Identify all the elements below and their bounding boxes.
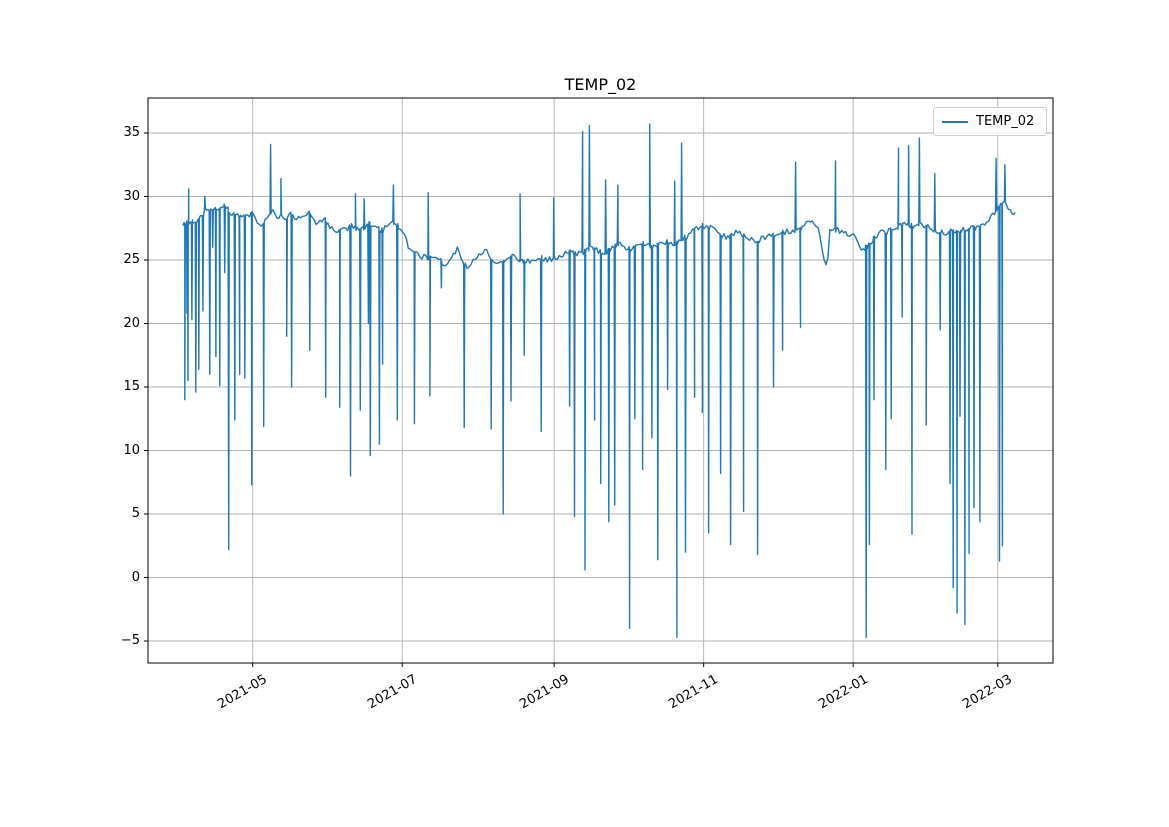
chart-title: TEMP_02	[564, 75, 637, 94]
y-tick-label: 15	[123, 379, 140, 394]
y-tick-label: 30	[123, 188, 140, 204]
y-tick-label: 20	[123, 315, 140, 331]
y-tick-label: 25	[123, 252, 140, 267]
y-tick-label: 5	[131, 506, 140, 521]
y-tick-label: 0	[131, 569, 140, 585]
legend: TEMP_02	[933, 107, 1047, 136]
legend-label: TEMP_02	[976, 114, 1035, 129]
legend-line-sample-icon	[942, 120, 968, 123]
y-tick-label: 35	[123, 125, 140, 140]
y-tick-label: 10	[123, 442, 140, 458]
y-tick-label: −5	[120, 633, 140, 648]
